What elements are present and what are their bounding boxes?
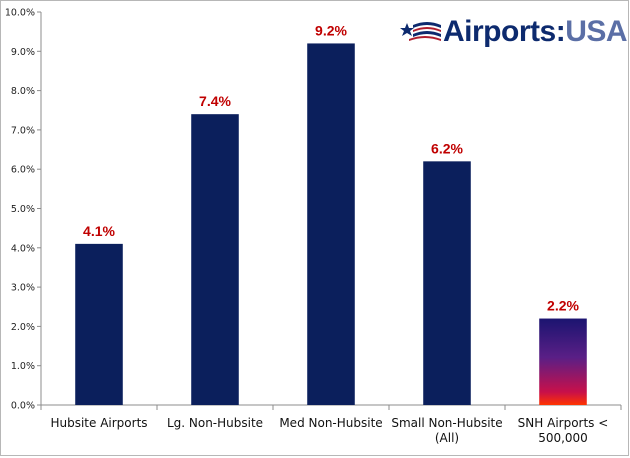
y-tick-label: 9.0% [11, 47, 35, 58]
y-tick-label: 4.0% [11, 243, 35, 254]
y-axis: 0.0% 1.0% 2.0% 3.0% 4.0% 5.0% 6.0% 7.0% 8.0% 9.0%… [5, 8, 42, 412]
y-tick-label: 2.0% [11, 322, 35, 333]
y-tick-label: 3.0% [11, 283, 35, 294]
y-tick-label: 8.0% [11, 86, 35, 97]
x-tick-label: 500,000 [538, 431, 588, 445]
x-tick-label: Hubsite Airports [50, 416, 147, 430]
x-tick-label: Lg. Non-Hubsite [167, 416, 263, 430]
bar [423, 161, 471, 405]
y-tick-label: 5.0% [11, 204, 35, 215]
y-tick-label: 1.0% [11, 361, 35, 372]
flag-swoosh-icon [400, 22, 441, 41]
logo-text: Airports:USA [443, 14, 628, 50]
x-axis [40, 404, 622, 410]
x-tick-label: Small Non-Hubsite [391, 416, 502, 430]
data-label: 4.1% [83, 223, 115, 239]
x-tick-label: SNH Airports < [518, 416, 609, 430]
logo-colon-text: : [555, 15, 566, 48]
data-label: 7.4% [199, 93, 231, 109]
data-labels: 4.1% 7.4% 9.2% 6.2% 2.2% [83, 22, 579, 313]
data-label: 6.2% [431, 140, 463, 156]
x-tick-label: Med Non-Hubsite [279, 416, 382, 430]
bars [75, 43, 587, 406]
bar [75, 243, 123, 405]
data-label: 2.2% [547, 298, 579, 314]
logo-airports-text: Airports [443, 15, 556, 48]
airports-usa-logo: Airports:USA [399, 11, 628, 55]
x-tick-label: (All) [435, 431, 459, 445]
y-tick-label: 0.0% [11, 401, 35, 412]
y-tick-label: 7.0% [11, 125, 35, 136]
category-labels: Hubsite Airports Lg. Non-Hubsite Med Non-H… [50, 416, 608, 445]
bar [307, 43, 355, 405]
y-tick-label: 10.0% [5, 8, 35, 19]
y-tick-label: 6.0% [11, 165, 35, 176]
logo-usa-text: USA [565, 15, 628, 48]
bar [191, 114, 239, 406]
data-label: 9.2% [315, 22, 347, 38]
bar [539, 318, 587, 405]
